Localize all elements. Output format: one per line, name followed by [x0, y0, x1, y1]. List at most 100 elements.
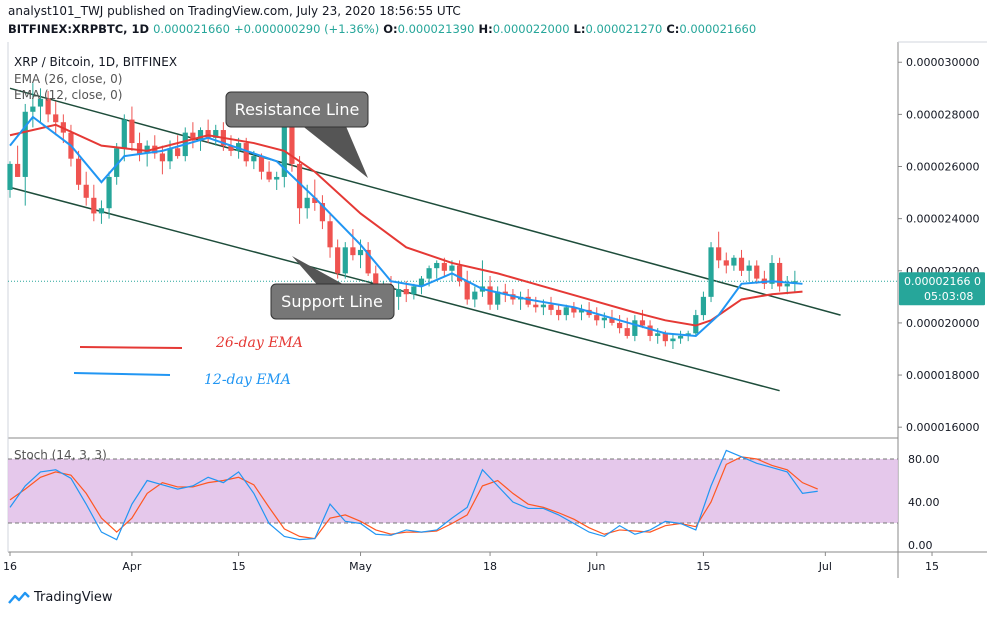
- candle: [639, 309, 646, 329]
- candle: [45, 90, 51, 123]
- candle-body: [319, 203, 326, 222]
- price-axis[interactable]: 0.000030000 0.000028000 0.000026000 0.00002…: [898, 56, 985, 552]
- candle: [533, 296, 539, 313]
- candle: [75, 150, 82, 190]
- candle-body: [632, 320, 638, 336]
- candle-body: [639, 320, 646, 326]
- support-callout-label: Support Line: [281, 292, 383, 311]
- candle-body: [746, 265, 752, 271]
- stoch-band: [8, 459, 898, 523]
- candle: [777, 257, 783, 292]
- candle-body: [464, 281, 470, 300]
- candle: [525, 289, 531, 308]
- candle-body: [754, 265, 760, 279]
- candle-body: [213, 130, 219, 138]
- price-tick-label: 0.000030000: [906, 56, 979, 69]
- candle-body: [175, 148, 181, 157]
- candle: [258, 153, 265, 180]
- candle-body: [335, 247, 341, 274]
- candle: [677, 330, 684, 344]
- candle: [312, 179, 318, 211]
- candle: [723, 252, 729, 274]
- candle-body: [411, 286, 417, 295]
- candle-body: [556, 309, 562, 316]
- candle: [632, 315, 638, 342]
- time-tick-label: 15: [232, 560, 246, 573]
- candle-body: [578, 309, 585, 313]
- candle: [15, 145, 21, 177]
- candle-body: [304, 197, 310, 209]
- candle: [708, 242, 714, 303]
- candle-body: [693, 315, 699, 334]
- ema-layer: [9, 115, 803, 337]
- candle-body: [228, 145, 234, 151]
- candle-body: [236, 143, 242, 151]
- resistance-callout-box: [225, 91, 369, 128]
- candle-body: [487, 286, 493, 305]
- candle-body: [662, 333, 668, 342]
- time-axis[interactable]: 16Apr15May18Jun15Jul15Aug: [3, 552, 987, 573]
- price-tick-label: 0.000016000: [906, 421, 979, 434]
- candle: [418, 275, 425, 295]
- candle: [37, 88, 44, 123]
- candle: [319, 195, 326, 230]
- ohlc-bar: BITFINEX:XRPBTC, 1D 0.000021660 +0.00000…: [8, 22, 756, 36]
- candle-body: [205, 130, 211, 138]
- candle-body: [655, 333, 661, 336]
- price-tick-label: 0.000024000: [906, 213, 979, 226]
- price-tick-label: 0.000018000: [906, 369, 979, 382]
- candle: [738, 249, 745, 276]
- candle-body: [159, 153, 165, 162]
- candle-body: [91, 197, 97, 214]
- candle: [7, 161, 13, 198]
- callout-layer: Resistance Line Support Line 26-day EMA 12-…: [73, 91, 395, 388]
- candle-body: [312, 197, 318, 204]
- stoch-k-line: [9, 449, 818, 541]
- candle: [335, 239, 341, 279]
- candle-layer: [7, 83, 798, 349]
- candle-body: [129, 119, 135, 144]
- candle: [731, 255, 737, 271]
- candle-body: [677, 335, 684, 339]
- candle: [746, 260, 752, 282]
- candle: [716, 231, 722, 269]
- candle: [83, 171, 89, 206]
- candle-body: [441, 262, 447, 271]
- last-value: 0.000021660: [153, 22, 230, 36]
- candle-body: [563, 307, 569, 316]
- symbol-label: BITFINEX:XRPBTC, 1D: [8, 22, 150, 36]
- price-badge-timer: 05:03:08: [924, 290, 973, 303]
- candle-body: [30, 106, 36, 112]
- candle-body: [540, 304, 546, 308]
- candle: [761, 270, 767, 290]
- candle: [487, 275, 493, 310]
- candle: [274, 171, 280, 190]
- ema26-key-line: [79, 346, 183, 349]
- tradingview-brand[interactable]: TradingView: [8, 590, 113, 605]
- candle: [647, 320, 653, 342]
- candle-body: [37, 98, 44, 107]
- price-tick-label: 0.000026000: [906, 161, 979, 174]
- candle-body: [624, 328, 630, 336]
- candle: [434, 260, 440, 279]
- candle-body: [114, 148, 120, 177]
- open-label: O:: [383, 22, 398, 36]
- candle: [365, 242, 371, 276]
- candle: [617, 315, 623, 334]
- candle-body: [784, 283, 790, 287]
- candle-body: [327, 221, 333, 248]
- stoch-tick-label: 40.00: [908, 496, 940, 509]
- ema26-line: [9, 123, 803, 327]
- candle: [411, 283, 417, 300]
- support-channel-line: [9, 186, 780, 392]
- candle-body: [716, 247, 722, 261]
- candle-body: [647, 325, 653, 336]
- candle: [495, 286, 501, 310]
- candle: [502, 283, 508, 303]
- chart-title: XRP / Bitcoin, 1D, BITFINEX: [14, 55, 178, 69]
- candle-body: [365, 249, 371, 274]
- candle: [396, 281, 402, 310]
- candle-body: [45, 98, 51, 115]
- high-label: H:: [478, 22, 493, 36]
